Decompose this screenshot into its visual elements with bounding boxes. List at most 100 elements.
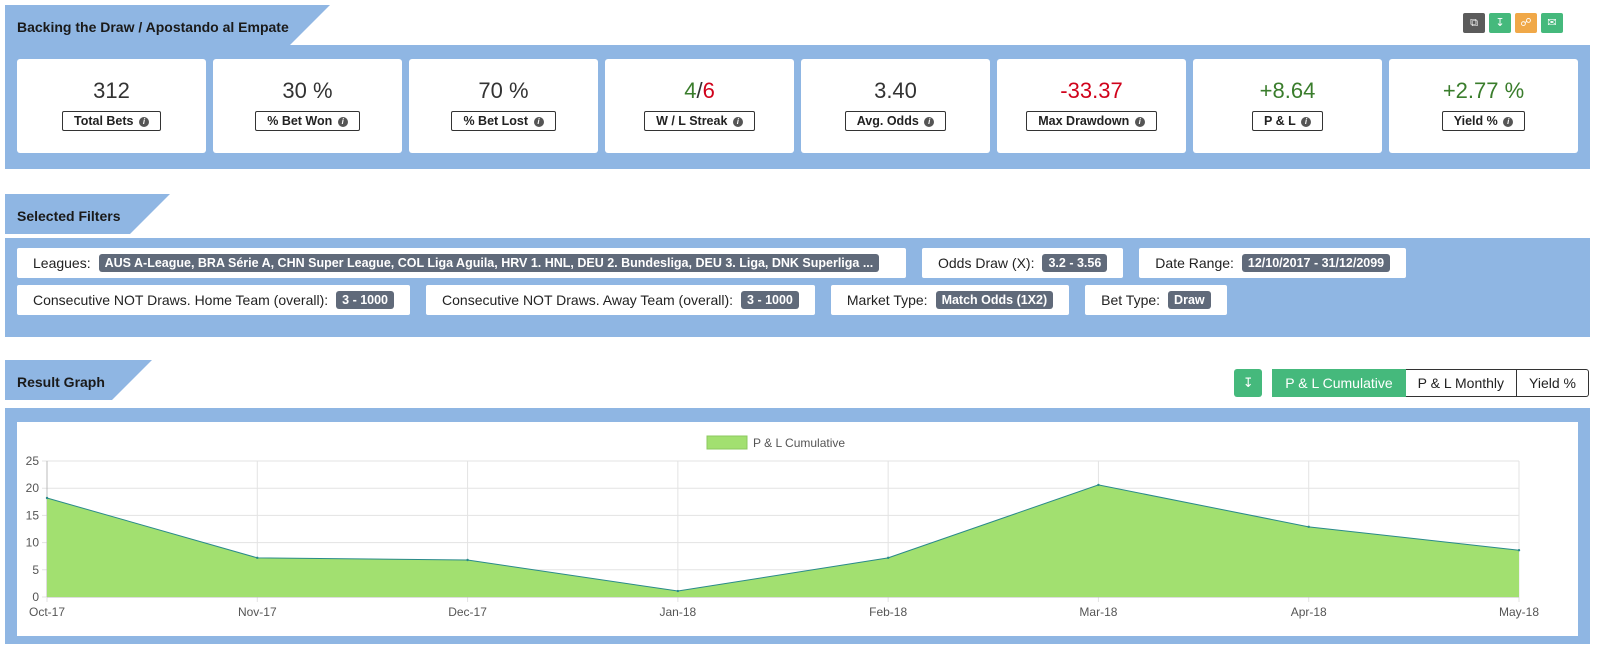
- x-tick-label: May-18: [1499, 605, 1539, 619]
- stats-panel: 312 Total Bets i 30 % % Bet Won i 70 % %…: [5, 45, 1590, 169]
- x-tick-label: Feb-18: [869, 605, 907, 619]
- data-point: [466, 558, 469, 562]
- download-icon[interactable]: ↧: [1489, 13, 1511, 33]
- stat-label: % Bet Won: [267, 114, 333, 128]
- filter-chip: AUS A-League, BRA Série A, CHN Super Lea…: [98, 254, 880, 272]
- data-point: [886, 556, 890, 560]
- filter-chip: Draw: [1168, 291, 1211, 309]
- x-tick-label: Mar-18: [1079, 605, 1117, 619]
- download-chart-icon[interactable]: ↧: [1234, 369, 1263, 397]
- stat-label: Total Bets: [74, 114, 134, 128]
- info-icon[interactable]: i: [337, 117, 348, 127]
- section-header-graph: Result Graph: [5, 360, 152, 400]
- stat-value: +8.64: [1259, 78, 1316, 103]
- data-point: [45, 496, 49, 500]
- stat-label: P & L: [1264, 114, 1296, 128]
- filter-leagues: Leagues: AUS A-League, BRA Série A, CHN …: [17, 248, 906, 278]
- filter-odds-draw: Odds Draw (X): 3.2 - 3.56: [922, 248, 1124, 278]
- stat-label-button[interactable]: Yield % i: [1441, 111, 1526, 131]
- info-icon[interactable]: i: [533, 117, 544, 127]
- filter-label: Leagues:: [33, 255, 91, 271]
- data-point: [1307, 525, 1310, 529]
- legend-swatch: [706, 435, 748, 450]
- share-icon[interactable]: ☍: [1515, 13, 1537, 33]
- tab-pnl-cumulative[interactable]: P & L Cumulative: [1272, 369, 1406, 397]
- info-icon[interactable]: i: [1300, 117, 1311, 127]
- top-toolbar: ⧉ ↧ ☍ ✉: [1463, 13, 1563, 33]
- stat-value: 30 %: [282, 78, 333, 103]
- pnl-chart: 0 5 10 15 20 25 Oct-17 Nov-17 Dec-17 Jan-18 Feb-18…: [26, 435, 1539, 619]
- series-line: [46, 484, 1520, 592]
- stat-label: W / L Streak: [656, 114, 728, 128]
- stat-max-drawdown: -33.37 Max Drawdown i: [997, 59, 1186, 153]
- info-icon[interactable]: i: [138, 117, 149, 127]
- stat-label-button[interactable]: % Bet Won i: [255, 111, 360, 131]
- stat-label-button[interactable]: P & L i: [1252, 111, 1323, 131]
- page-title: Backing the Draw / Apostando al Empate: [17, 19, 289, 35]
- y-tick-label: 5: [32, 563, 39, 577]
- streak-win: 4: [684, 78, 697, 103]
- filter-row: Consecutive NOT Draws. Home Team (overal…: [17, 285, 1578, 315]
- y-tick-label: 25: [26, 454, 40, 468]
- data-point: [676, 589, 680, 593]
- info-icon[interactable]: i: [924, 117, 935, 127]
- stat-wl-streak: 4/6 W / L Streak i: [605, 59, 794, 153]
- stat-avg-odds: 3.40 Avg. Odds i: [801, 59, 990, 153]
- filter-bet-type: Bet Type: Draw: [1085, 285, 1227, 315]
- stat-label-button[interactable]: Max Drawdown i: [1026, 111, 1157, 131]
- info-icon[interactable]: i: [732, 117, 743, 127]
- stat-value: 4/6: [605, 78, 794, 104]
- filter-date-range: Date Range: 12/10/2017 - 31/12/2099: [1139, 248, 1407, 278]
- filter-label: Bet Type:: [1101, 292, 1161, 308]
- data-point: [1517, 549, 1521, 552]
- filter-label: Consecutive NOT Draws. Home Team (overal…: [33, 292, 329, 308]
- series-area: [47, 484, 1519, 597]
- streak-loss: 6: [702, 78, 715, 103]
- filter-chip: 3 - 1000: [741, 291, 799, 309]
- email-icon[interactable]: ✉: [1541, 13, 1563, 33]
- section-header-filters: Selected Filters: [5, 194, 170, 234]
- filter-chip: 12/10/2017 - 31/12/2099: [1241, 254, 1391, 272]
- x-tick-label: Apr-18: [1291, 605, 1327, 619]
- filters-title: Selected Filters: [17, 208, 121, 224]
- data-point: [256, 556, 259, 560]
- info-icon[interactable]: i: [1503, 117, 1514, 127]
- streak-separator: /: [696, 78, 703, 103]
- section-header-main: Backing the Draw / Apostando al Empate: [5, 5, 330, 45]
- graph-title: Result Graph: [17, 374, 105, 390]
- info-icon[interactable]: i: [1134, 117, 1145, 127]
- stat-label: Yield %: [1453, 114, 1498, 128]
- filter-home-not-draws: Consecutive NOT Draws. Home Team (overal…: [17, 285, 411, 315]
- y-tick-label: 0: [32, 590, 39, 604]
- tab-pnl-monthly[interactable]: P & L Monthly: [1405, 369, 1518, 397]
- stat-value: -33.37: [1060, 78, 1123, 103]
- stat-value: 3.40: [874, 78, 917, 103]
- filter-label: Market Type:: [846, 292, 928, 308]
- filter-row: Leagues: AUS A-League, BRA Série A, CHN …: [17, 248, 1578, 278]
- tab-yield[interactable]: Yield %: [1517, 369, 1589, 397]
- stat-label-button[interactable]: Avg. Odds i: [844, 111, 947, 131]
- filters-panel: Leagues: AUS A-League, BRA Série A, CHN …: [5, 238, 1590, 337]
- stat-total-bets: 312 Total Bets i: [17, 59, 206, 153]
- chart-container: 0 5 10 15 20 25 Oct-17 Nov-17 Dec-17 Jan-18 Feb-18…: [17, 422, 1578, 636]
- stat-bet-won: 30 % % Bet Won i: [213, 59, 402, 153]
- stat-label: % Bet Lost: [463, 114, 529, 128]
- data-point: [1097, 483, 1100, 487]
- legend-label: P & L Cumulative: [753, 436, 845, 450]
- stat-yield: +2.77 % Yield % i: [1389, 59, 1578, 153]
- filter-label: Consecutive NOT Draws. Away Team (overal…: [442, 292, 734, 308]
- filter-away-not-draws: Consecutive NOT Draws. Away Team (overal…: [426, 285, 815, 315]
- filter-label: Date Range:: [1155, 255, 1234, 271]
- stat-label-button[interactable]: % Bet Lost i: [451, 111, 556, 131]
- filter-chip: 3 - 1000: [336, 291, 395, 309]
- y-tick-label: 10: [26, 536, 40, 550]
- stat-label-button[interactable]: W / L Streak i: [644, 111, 755, 131]
- graph-toolbar: ↧ P & L Cumulative P & L Monthly Yield %: [1234, 369, 1589, 397]
- x-tick-label: Nov-17: [238, 605, 277, 619]
- stat-label: Max Drawdown: [1038, 114, 1130, 128]
- y-tick-label: 20: [26, 481, 40, 495]
- filter-market-type: Market Type: Match Odds (1X2): [830, 285, 1070, 315]
- stat-value: 312: [93, 78, 130, 103]
- stat-label-button[interactable]: Total Bets i: [62, 111, 161, 131]
- copy-icon[interactable]: ⧉: [1463, 13, 1485, 33]
